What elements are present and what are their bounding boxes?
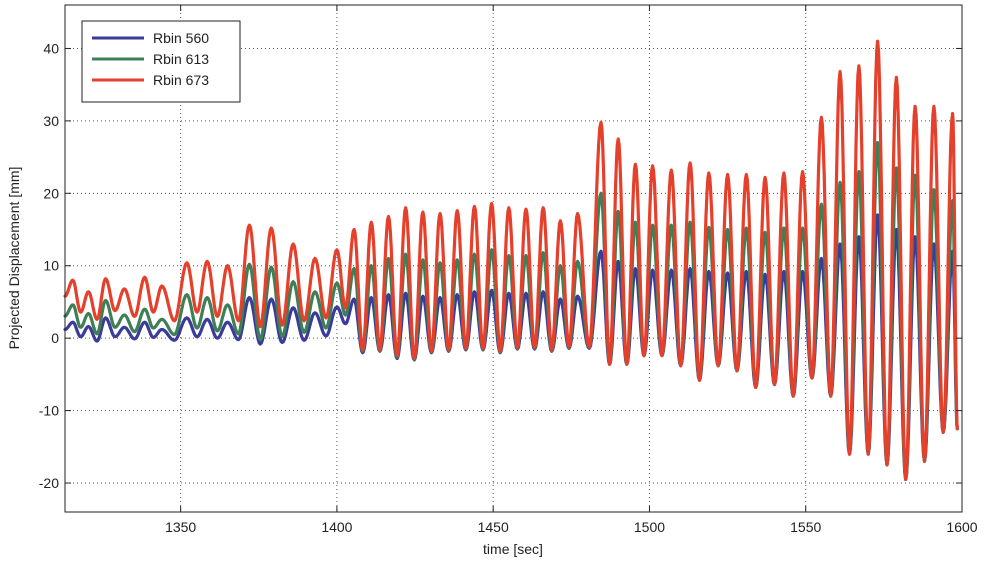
y-tick-label: 0 <box>51 330 59 346</box>
legend-label-1: Rbin 560 <box>153 30 209 46</box>
series-line-3 <box>63 39 959 481</box>
x-tick-label: 1400 <box>321 519 352 535</box>
legend: Rbin 560 Rbin 613 Rbin 673 <box>81 20 241 103</box>
x-tick-label: 1550 <box>790 519 821 535</box>
x-tick-label: 1600 <box>946 519 977 535</box>
x-tick-label: 1350 <box>165 519 196 535</box>
series-lines <box>63 39 959 481</box>
y-tick-label: -10 <box>39 403 59 419</box>
y-tick-label: -20 <box>39 475 59 491</box>
x-tick-label: 1450 <box>478 519 509 535</box>
y-tick-label: 40 <box>43 40 59 56</box>
axis-ticks: 1350 1400 1450 1500 1550 1600 -20 -10 0 10 20 30 40 <box>39 5 978 535</box>
y-tick-label: 30 <box>43 113 59 129</box>
y-tick-label: 20 <box>43 185 59 201</box>
plot-frame <box>64 4 963 513</box>
x-tick-label: 1500 <box>634 519 665 535</box>
x-axis-label: time [sec] <box>483 541 543 557</box>
y-tick-label: 10 <box>43 258 59 274</box>
y-axis-label: Projected Displacement [mm] <box>6 167 22 350</box>
legend-box <box>81 20 241 103</box>
legend-label-2: Rbin 613 <box>153 51 209 67</box>
legend-label-3: Rbin 673 <box>153 72 209 88</box>
